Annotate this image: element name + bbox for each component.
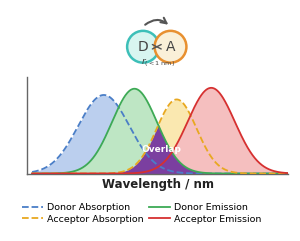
Text: $r_{(< 1\ \rm{nm})}$: $r_{(< 1\ \rm{nm})}$	[141, 56, 175, 69]
Circle shape	[154, 31, 186, 63]
Text: A: A	[166, 40, 175, 54]
Circle shape	[127, 31, 159, 63]
Text: Overlap: Overlap	[141, 145, 181, 154]
Text: D: D	[138, 40, 148, 54]
Legend: Donor Absorption, Acceptor Absorption, Donor Emission, Acceptor Emission: Donor Absorption, Acceptor Absorption, D…	[19, 200, 265, 227]
X-axis label: Wavelength / nm: Wavelength / nm	[101, 178, 214, 191]
